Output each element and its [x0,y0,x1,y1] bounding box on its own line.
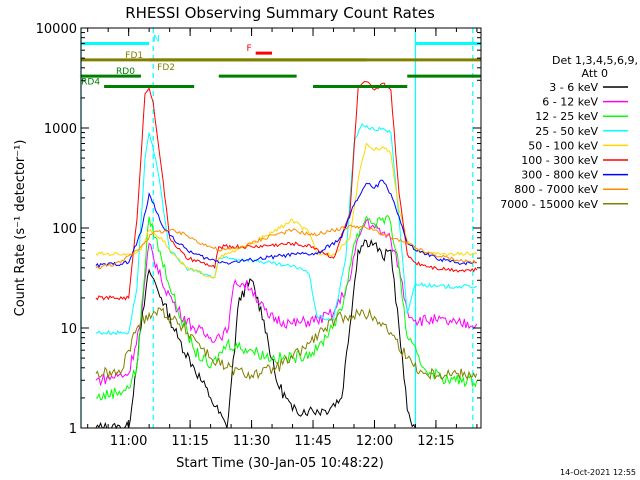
legend-label-800-7000-kev: 800 - 7000 keV [514,183,598,196]
y-tick-label: 1000 [44,122,77,137]
chart-title: RHESSI Observing Summary Count Rates [125,4,435,22]
x-axis: 11:00 11:15 11:30 11:45 12:00 12:15 [87,28,478,449]
y-tick-label: 1 [69,422,77,437]
legend-label-100-300-kev: 100 - 300 keV [521,154,598,167]
series-line-100-300-kev [95,80,478,301]
annotation-label-fd1: FD1 [125,51,143,61]
annotation-label-fd2: FD2 [157,63,175,73]
y-tick-label: 100 [52,222,77,237]
legend-title-attenuator: Att 0 [582,67,608,80]
legend-label-7000-15000-kev: 7000 - 15000 keV [500,198,598,211]
x-tick-label: 11:30 [233,434,270,449]
annotation-label-n: N [153,34,160,44]
series-line-800-7000-kev [95,224,477,270]
y-tick-label: 10000 [36,22,77,37]
legend-label-3-6-kev: 3 - 6 keV [549,81,598,94]
plot-lines [80,28,478,430]
legend-label-50-100-kev: 50 - 100 keV [528,139,598,152]
legend-label-25-50-kev: 25 - 50 keV [535,125,598,138]
legend: Det 1,3,4,5,6,9, Att 0 3 - 6 keV 6 - 12 k… [500,54,638,211]
y-tick-label: 10 [60,322,77,337]
legend-title-detectors: Det 1,3,4,5,6,9, [552,54,638,67]
annotation-label-rd0: RD0 [116,67,135,77]
series-line-25-50-kev [95,122,478,335]
x-axis-label: Start Time (30-Jan-05 10:48:22) [176,456,384,471]
series-line-300-800-kev [95,179,478,269]
legend-label-300-800-kev: 300 - 800 keV [521,169,598,182]
series-line-6-12-kev [95,219,478,387]
y-axis-label: Count Rate (s⁻¹ detector⁻¹) [13,140,28,317]
series-line-7000-15000-kev [95,307,478,381]
y-axis: 1 10 100 1000 10000 [36,22,481,437]
x-tick-label: 12:00 [356,434,393,449]
annotation-label-rd4: RD4 [81,78,100,88]
x-tick-label: 12:15 [417,434,454,449]
annotations: N F FD1 FD2 RD0 RD4 [81,34,481,89]
series-line-50-100-kev [95,142,478,279]
series-line-3-6-kev [95,238,416,430]
legend-label-6-12-kev: 6 - 12 keV [542,96,598,109]
x-tick-label: 11:45 [294,434,331,449]
x-tick-label: 11:15 [171,434,208,449]
timestamp: 14-Oct-2021 12:55 [560,468,636,477]
legend-label-12-25-kev: 12 - 25 keV [535,110,598,123]
x-tick-label: 11:00 [110,434,147,449]
annotation-label-f: F [246,44,251,54]
